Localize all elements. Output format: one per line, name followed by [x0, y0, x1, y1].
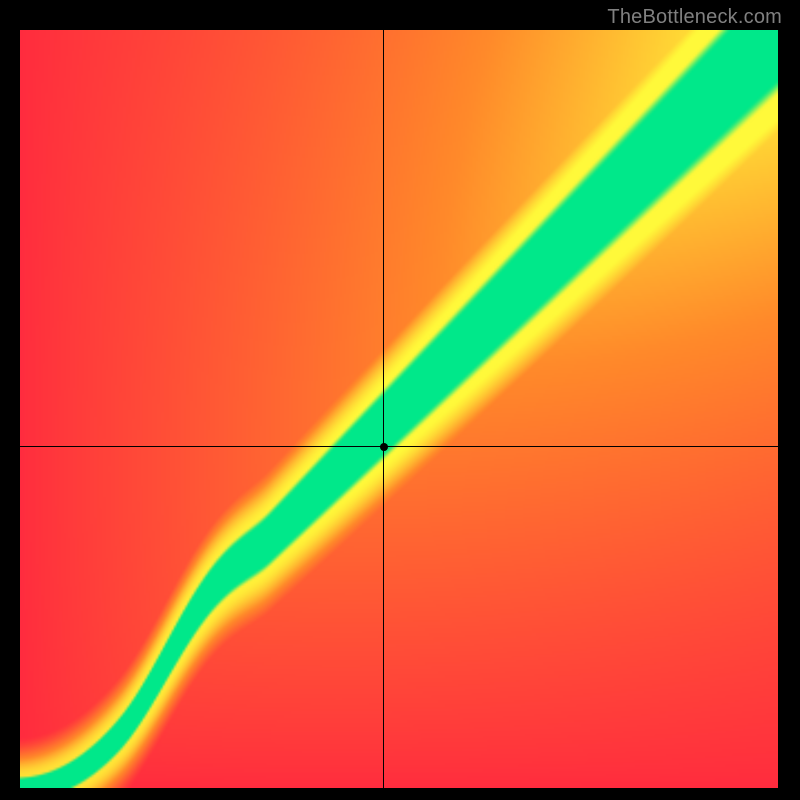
crosshair-horizontal — [20, 446, 778, 447]
plot-area — [20, 30, 778, 788]
chart-container: TheBottleneck.com — [0, 0, 800, 800]
crosshair-marker — [380, 443, 388, 451]
watermark-text: TheBottleneck.com — [607, 6, 782, 29]
crosshair-vertical — [383, 30, 384, 788]
heatmap-canvas — [20, 30, 778, 788]
